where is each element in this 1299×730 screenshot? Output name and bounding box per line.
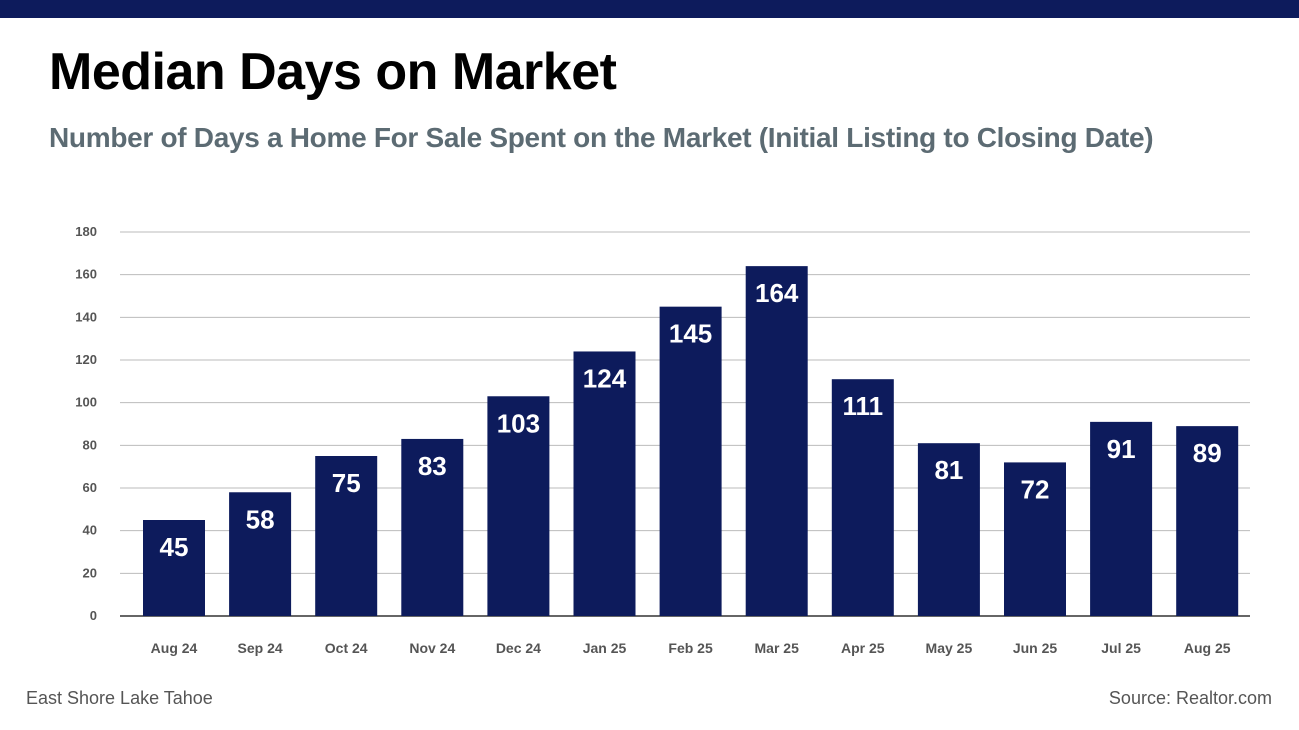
bar-dec-24 — [487, 396, 550, 616]
bar-value-label: 45 — [160, 532, 189, 562]
bar-value-label: 58 — [246, 504, 275, 534]
bars — [143, 266, 1239, 616]
bar-value-label: 103 — [497, 408, 540, 438]
bar-value-label: 89 — [1193, 438, 1222, 468]
x-tick-label: Nov 24 — [409, 640, 455, 656]
bar-mar-25 — [745, 266, 808, 616]
bar-jun-25 — [1004, 462, 1066, 616]
x-tick-label: Jul 25 — [1101, 640, 1141, 656]
x-tick-label: Jan 25 — [583, 640, 627, 656]
bar-feb-25 — [659, 306, 722, 616]
x-tick-label: Dec 24 — [496, 640, 541, 656]
x-tick-label: Feb 25 — [668, 640, 713, 656]
y-tick-label: 120 — [75, 352, 97, 367]
bar-jul-25 — [1090, 421, 1153, 616]
bar-value-label: 83 — [418, 451, 447, 481]
location-label: East Shore Lake Tahoe — [26, 688, 213, 708]
x-axis-ticks: Aug 24 Sep 24 Oct 24 Nov 24 Dec 24 Jan 25 Feb … — [151, 640, 1231, 656]
bar-jan-25 — [573, 351, 636, 616]
y-tick-label: 100 — [75, 395, 97, 410]
bar-value-label: 111 — [843, 391, 884, 421]
page-title: Median Days on Market — [49, 43, 617, 101]
bar-nov-24 — [401, 438, 464, 616]
bar-aug-25 — [1176, 426, 1239, 616]
y-tick-label: 80 — [83, 437, 97, 452]
y-axis-ticks: 0 20 40 60 80 100 120 140 160 180 — [75, 224, 97, 623]
bar-value-label: 91 — [1107, 434, 1136, 464]
x-tick-label: Aug 24 — [151, 640, 198, 656]
top-accent-bar — [0, 0, 1299, 18]
bar-may-25 — [917, 443, 980, 616]
x-tick-label: Mar 25 — [755, 640, 800, 656]
bar-value-label: 72 — [1021, 474, 1050, 504]
y-tick-label: 60 — [83, 480, 97, 495]
x-tick-label: Sep 24 — [238, 640, 283, 656]
x-tick-label: Jun 25 — [1013, 640, 1058, 656]
bar-sep-24 — [229, 492, 292, 616]
bar-value-label: 75 — [332, 468, 361, 498]
y-tick-label: 140 — [75, 309, 97, 324]
y-tick-label: 160 — [75, 267, 97, 282]
bar-value-label: 124 — [583, 363, 627, 393]
x-tick-label: Oct 24 — [325, 640, 368, 656]
bar-value-labels: 45 58 75 83 103 124 145 164 111 81 72 91 89 — [160, 278, 1222, 562]
page-subtitle: Number of Days a Home For Sale Spent on … — [49, 122, 1154, 153]
bar-value-label: 145 — [669, 319, 712, 349]
bar-apr-25 — [831, 379, 894, 616]
y-tick-label: 180 — [75, 224, 97, 239]
y-tick-label: 40 — [83, 523, 97, 538]
bar-oct-24 — [315, 456, 378, 616]
bar-value-label: 81 — [934, 455, 963, 485]
x-tick-label: May 25 — [926, 640, 973, 656]
bar-aug-24 — [143, 520, 205, 616]
bar-value-label: 164 — [755, 278, 799, 308]
x-tick-label: Aug 25 — [1184, 640, 1231, 656]
y-tick-label: 0 — [90, 608, 97, 623]
source-label: Source: Realtor.com — [1108, 688, 1272, 708]
y-tick-label: 20 — [83, 565, 97, 580]
x-tick-label: Apr 25 — [841, 640, 885, 656]
